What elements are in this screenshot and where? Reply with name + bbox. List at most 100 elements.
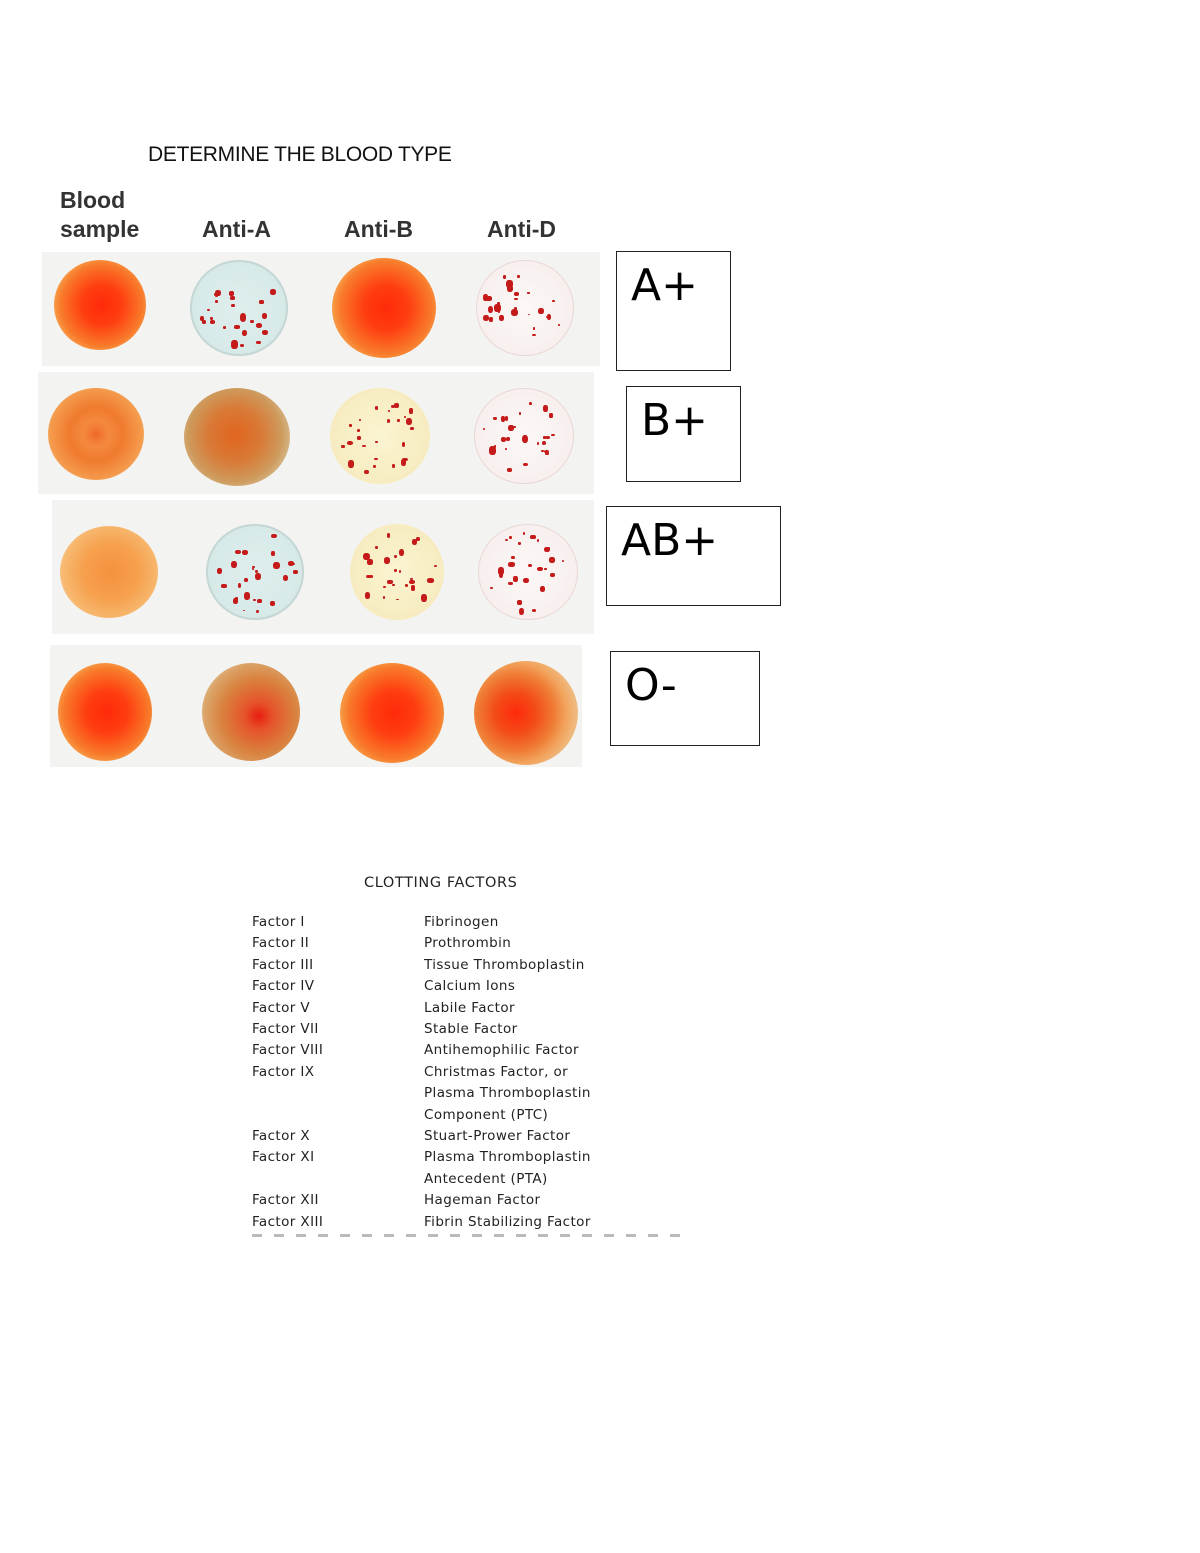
anti-d-well-agglutinated: [478, 524, 578, 620]
agglutination-clump: [538, 307, 544, 315]
agglutination-clump: [273, 561, 280, 570]
factor-name-line: Stuart-Prower Factor: [424, 1128, 571, 1145]
factor-name-line: Plasma Thromboplastin: [424, 1085, 591, 1102]
agglutination-clump: [365, 574, 372, 579]
agglutination-clump: [287, 561, 295, 567]
factor-name-line: Stable Factor: [424, 1021, 518, 1038]
clotting-factor-row: Factor III Tissue Thromboplastin: [252, 955, 591, 976]
agglutination-clump: [404, 583, 409, 587]
agglutination-clump: [241, 549, 248, 555]
factor-label: Factor I: [252, 914, 305, 930]
agglutination-clump: [214, 293, 217, 297]
factor-name: Stable Factor: [424, 1019, 518, 1040]
agglutination-clump: [387, 410, 390, 413]
factor-name: Stuart-Prower Factor: [424, 1126, 570, 1147]
agglutination-clump: [358, 418, 362, 421]
factor-name: Hageman Factor: [424, 1190, 541, 1211]
agglutination-clump: [510, 555, 515, 559]
answer-box-row-4[interactable]: O-: [610, 651, 760, 746]
agglutination-clump: [507, 582, 513, 586]
agglutination-clump: [363, 552, 370, 561]
agglutination-clump: [532, 334, 536, 337]
column-header-line: Anti-D: [487, 216, 556, 242]
column-header-line: sample: [60, 216, 140, 242]
agglutination-clump: [270, 550, 275, 556]
factor-name: Fibrin Stabilizing Factor: [424, 1212, 591, 1233]
agglutination-clump: [410, 585, 416, 591]
clotting-factor-row: Factor XII Hageman Factor: [252, 1190, 591, 1211]
agglutination-clump: [230, 296, 235, 300]
agglutination-clump: [511, 308, 518, 316]
agglutination-clump: [234, 324, 241, 329]
agglutination-clump: [356, 429, 361, 433]
agglutination-clump: [340, 445, 345, 449]
agglutination-clump: [367, 559, 374, 565]
answer-box-row-1[interactable]: A+: [616, 251, 731, 371]
agglutination-clump: [369, 575, 374, 578]
agglutination-clump: [541, 449, 544, 453]
agglutination-clump: [393, 554, 397, 558]
column-header-line: Anti-B: [344, 216, 413, 242]
agglutination-clump: [293, 570, 299, 575]
agglutination-clump: [291, 562, 295, 566]
column-header-line: Anti-A: [202, 216, 271, 242]
agglutination-clump: [255, 609, 259, 614]
factor-label: Factor III: [252, 956, 314, 973]
factor-name: Plasma Thromboplastin Antecedent (PTA): [424, 1147, 591, 1190]
clotting-factor-row: Factor II Prothrombin: [252, 933, 591, 954]
factor-name-line: Component (PTC): [424, 1106, 549, 1123]
agglutination-clump: [253, 598, 256, 601]
agglutination-clump: [527, 292, 531, 294]
agglutination-clump: [216, 568, 222, 575]
agglutination-clump: [498, 567, 505, 575]
agglutination-clump: [513, 292, 519, 296]
agglutination-clump: [518, 542, 521, 546]
agglutination-clump: [513, 306, 518, 310]
agglutination-clump: [383, 557, 391, 564]
agglutination-clump: [361, 444, 366, 448]
agglutination-clump: [231, 339, 238, 349]
anti-a-well-agglutinated: [190, 260, 288, 356]
agglutination-clump: [349, 424, 352, 427]
anti-d-well: [474, 661, 578, 765]
agglutination-clump: [401, 441, 406, 447]
factor-label: Factor XI: [252, 1149, 315, 1166]
clotting-factors-table: Factor I Fibrinogen Factor II Prothrombin Fa…: [252, 912, 591, 1233]
factor-name-line: Christmas Factor, or: [424, 1063, 569, 1080]
clotting-factor-row: Factor XIII Fibrin Stabilizing Factor: [252, 1212, 591, 1233]
factor-name-line: Antihemophilic Factor: [424, 1042, 579, 1059]
agglutination-clump: [390, 404, 396, 408]
column-header-anti-b: Anti-B: [344, 186, 413, 244]
agglutination-clump: [543, 449, 550, 454]
agglutination-clump: [237, 583, 242, 588]
factor-name: Antihemophilic Factor: [424, 1040, 579, 1061]
agglutination-clump: [508, 424, 514, 431]
factor-label: Factor IV: [252, 978, 315, 995]
factor-label: Factor VIII: [252, 1042, 324, 1059]
agglutination-clump: [231, 304, 235, 308]
agglutination-clump: [234, 550, 241, 555]
agglutination-clump: [374, 545, 378, 550]
agglutination-clump: [504, 538, 508, 542]
factor-name: Labile Factor: [424, 998, 515, 1019]
agglutination-clump: [374, 457, 378, 461]
agglutination-clump: [233, 346, 236, 348]
agglutination-clump: [251, 568, 254, 570]
agglutination-clump: [498, 571, 504, 578]
answer-box-row-3[interactable]: AB+: [606, 506, 781, 606]
sample-row-4: [50, 645, 582, 767]
agglutination-clump: [364, 591, 371, 599]
agglutination-clump: [233, 597, 238, 604]
agglutination-clump: [548, 413, 553, 418]
agglutination-clump: [252, 565, 255, 569]
agglutination-clump: [507, 467, 512, 472]
clotting-factor-row: Factor X Stuart-Prower Factor: [252, 1126, 591, 1147]
agglutination-clump: [243, 592, 251, 600]
blood-sample-well: [58, 663, 152, 761]
anti-b-well: [340, 663, 444, 763]
column-header-line: Blood: [60, 187, 126, 213]
agglutination-clump: [513, 426, 516, 429]
answer-box-row-2[interactable]: B+: [626, 386, 741, 482]
agglutination-clump: [386, 533, 391, 538]
agglutination-clump: [256, 341, 261, 345]
